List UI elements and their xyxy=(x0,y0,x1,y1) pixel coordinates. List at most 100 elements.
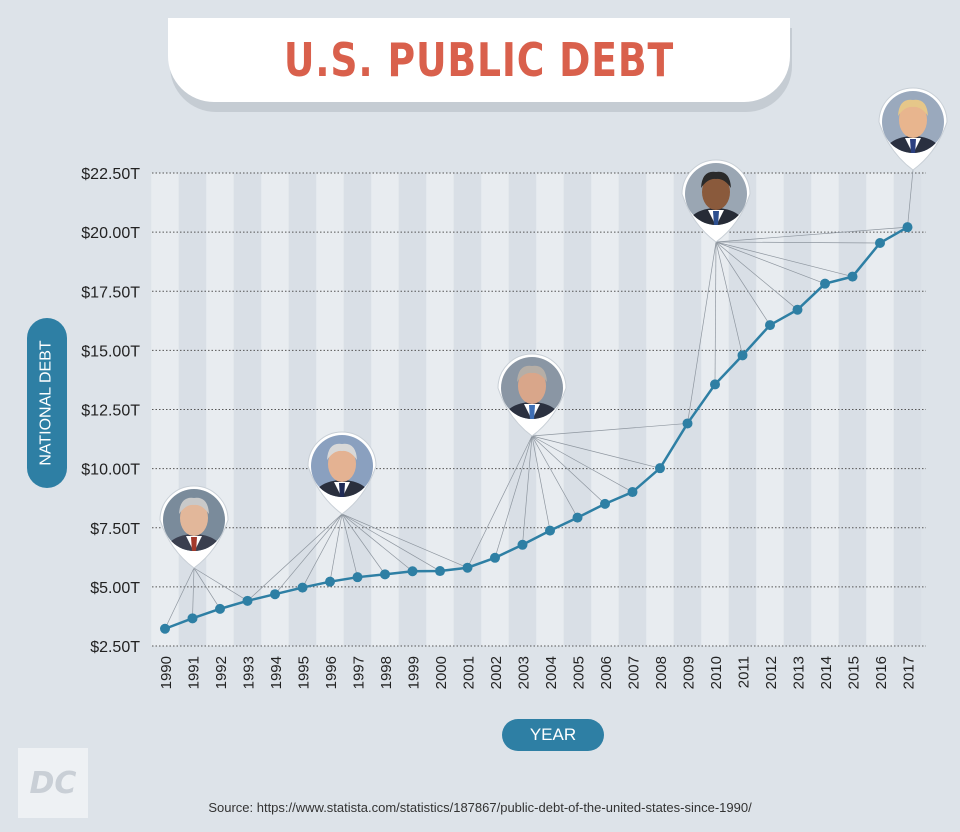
leader-line xyxy=(715,226,908,243)
x-tick-label: 2011 xyxy=(736,656,753,688)
data-point xyxy=(847,271,858,282)
x-tick-label: 1991 xyxy=(186,656,203,689)
data-point xyxy=(352,572,363,583)
data-point xyxy=(215,603,225,614)
leader-line xyxy=(715,241,881,244)
leader-line xyxy=(715,241,826,285)
leader-line xyxy=(467,435,533,568)
title-card: U.S. PUBLIC DEBT xyxy=(168,18,790,102)
leader-line xyxy=(715,241,743,356)
leader-line xyxy=(302,513,343,588)
x-tick-label: 2008 xyxy=(653,656,670,689)
data-point xyxy=(710,379,720,390)
x-tick-label: 2009 xyxy=(681,656,698,689)
x-axis-label: YEAR xyxy=(529,725,577,744)
y-tick-label: $5.00T xyxy=(90,580,140,597)
x-tick-label: 1998 xyxy=(378,656,395,689)
x-tick-label: 2017 xyxy=(901,656,918,689)
x-tick-label: 2007 xyxy=(626,656,643,689)
x-axis-label-pill: YEAR xyxy=(502,719,604,751)
y-tick-label: $10.00T xyxy=(81,462,140,479)
leader-line xyxy=(715,241,798,310)
y-tick-label: $22.50T xyxy=(81,166,140,183)
leader-line xyxy=(715,241,771,326)
data-point xyxy=(490,552,500,563)
leader-line xyxy=(274,513,343,595)
x-tick-label: 2005 xyxy=(571,656,588,689)
leader-line xyxy=(329,513,343,582)
x-tick-label: 2010 xyxy=(708,656,725,689)
x-tick-label: 1992 xyxy=(213,656,230,689)
data-point xyxy=(765,320,775,331)
x-tick-label: 2001 xyxy=(461,656,478,689)
leader-line xyxy=(531,435,606,505)
leader-line xyxy=(341,513,468,569)
y-tick-label: $12.50T xyxy=(81,403,140,420)
data-point xyxy=(407,566,418,577)
y-tick-label: $2.50T xyxy=(90,639,140,656)
data-point xyxy=(325,576,335,587)
column-stripe xyxy=(151,173,179,646)
y-axis-label-pill: NATIONAL DEBT xyxy=(27,318,67,488)
leader-line xyxy=(341,513,358,578)
y-tick-label: $7.50T xyxy=(90,521,140,538)
bush-jr-portrait xyxy=(497,353,567,437)
leader-line xyxy=(531,435,633,493)
data-point xyxy=(655,463,665,474)
leader-line xyxy=(247,513,343,602)
x-tick-label: 2006 xyxy=(598,656,615,689)
data-point xyxy=(600,498,610,509)
data-point xyxy=(160,623,170,634)
leader-line xyxy=(192,567,195,619)
data-point xyxy=(572,512,583,523)
data-point xyxy=(875,238,885,249)
y-tick-label: $17.50T xyxy=(81,284,140,301)
x-tick-label: 1990 xyxy=(158,656,175,689)
leader-line xyxy=(164,567,195,629)
data-point xyxy=(682,418,693,429)
column-stripe xyxy=(728,173,757,646)
x-tick-label: 2015 xyxy=(846,656,863,689)
x-tick-label: 1994 xyxy=(268,656,285,689)
leader-line xyxy=(193,567,221,610)
data-point xyxy=(242,595,253,606)
x-tick-label: 2012 xyxy=(763,656,780,689)
x-tick-label: 2004 xyxy=(543,656,560,689)
logo-text: DC xyxy=(29,765,77,801)
data-point xyxy=(545,525,555,536)
y-tick-label: $15.00T xyxy=(81,343,140,360)
leader-line xyxy=(531,435,551,531)
data-point xyxy=(627,487,638,498)
leader-line xyxy=(715,241,853,277)
data-point xyxy=(380,569,390,580)
y-tick-label: $20.00T xyxy=(81,225,140,242)
x-tick-label: 2014 xyxy=(818,656,835,689)
data-point xyxy=(737,350,748,361)
data-point xyxy=(462,562,473,573)
data-point xyxy=(517,539,528,550)
data-point xyxy=(792,304,803,315)
leader-line xyxy=(687,241,717,424)
leader-line xyxy=(531,435,578,518)
chart-title: U.S. PUBLIC DEBT xyxy=(283,33,675,87)
x-tick-label: 1995 xyxy=(296,656,313,689)
leader-line xyxy=(531,435,661,469)
leader-line xyxy=(531,423,688,437)
x-tick-label: 2016 xyxy=(873,656,890,689)
data-point xyxy=(297,582,308,593)
leader-line xyxy=(193,567,248,602)
leader-line xyxy=(341,513,386,575)
x-tick-label: 2013 xyxy=(791,656,808,689)
leader-line xyxy=(341,513,413,572)
data-point xyxy=(435,566,445,577)
data-point xyxy=(187,613,198,624)
leader-line xyxy=(714,241,717,385)
debt-series-line xyxy=(164,226,909,630)
logo: DC xyxy=(18,748,88,818)
leader-line xyxy=(494,435,533,558)
leader-line xyxy=(341,513,441,572)
source-note: Source: https://www.statista.com/statist… xyxy=(208,800,752,815)
leader-line xyxy=(907,169,914,228)
leader-line xyxy=(522,435,533,545)
